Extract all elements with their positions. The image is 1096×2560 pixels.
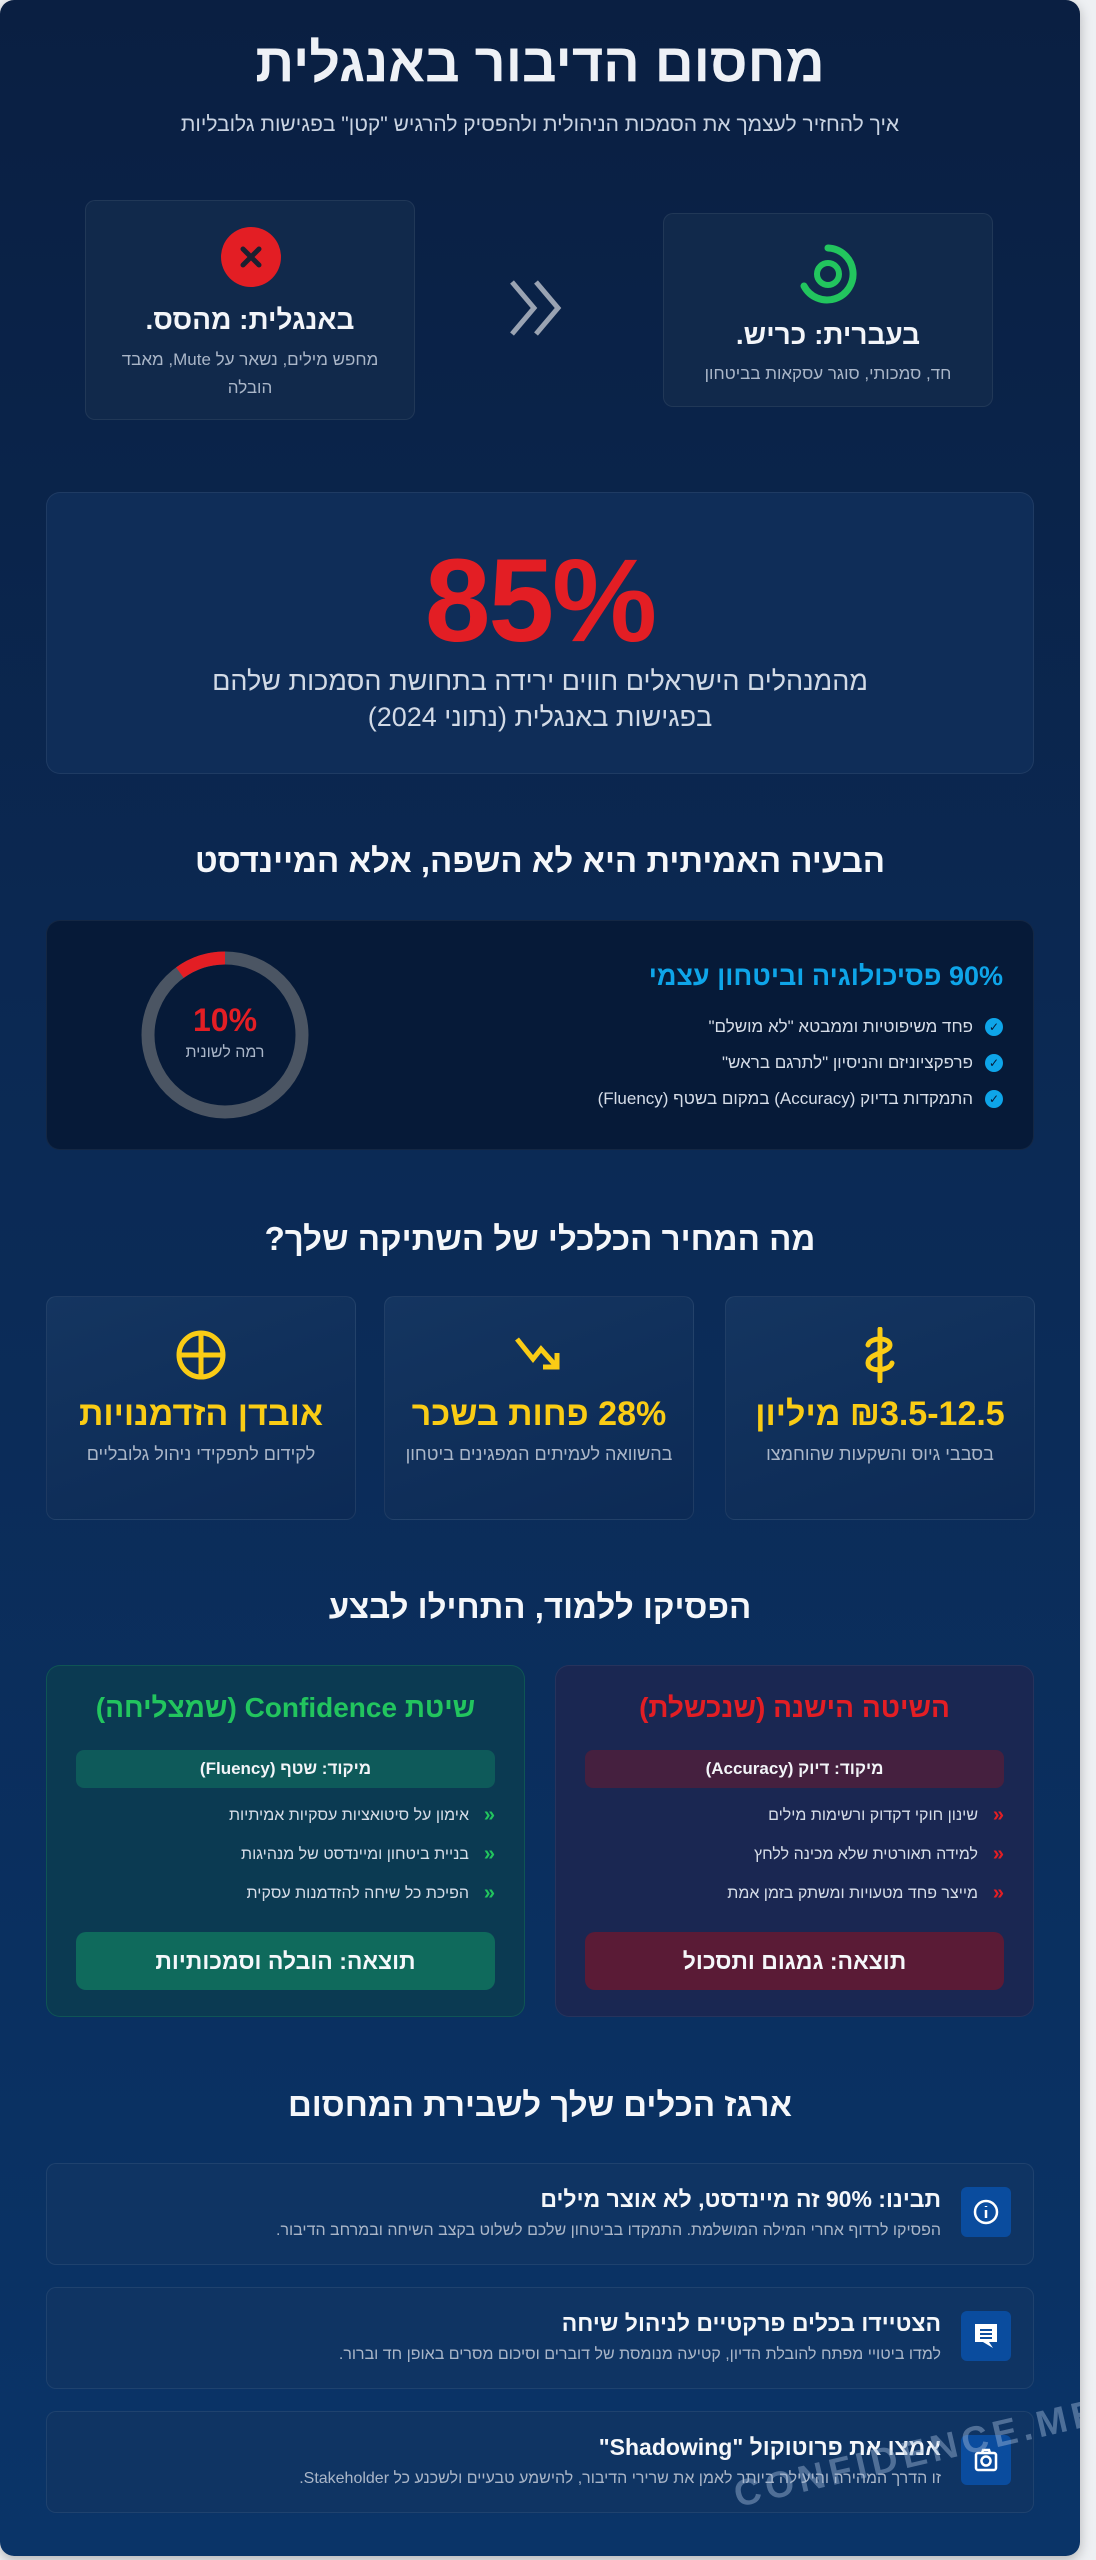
mindset-heading: הבעיה האמיתית היא לא השפה, אלא המיינדסט [194,842,886,879]
list-item: «בניית ביטחון ומיינדסט של מנהיגות [241,1843,495,1865]
pie-chart-icon [47,1327,355,1383]
cost-heading: מה המחיר הכלכלי של השתיקה שלך? [264,1220,816,1257]
check-icon: ✓ [985,1054,1003,1072]
page-subtitle: איך להחזיר לעצמך את הסמכות הניהולית ולהפ… [180,113,900,136]
chevron-icon: « [992,1804,1004,1826]
cost-desc: לקידום לתפקידי ניהול גלובליים [86,1444,316,1464]
page-title: מחסום הדיבור באנגלית [255,33,825,93]
camera-icon [961,2435,1011,2485]
new-method-focus: מיקוד: שטף (Fluency) [76,1750,495,1788]
list-item: «הפיכת כל שיחה להזדמנות עסקית [246,1882,495,1904]
tools-heading: ארגז הכלים שלך לשבירת המחסום [287,2086,793,2123]
stat-value: 85% [424,535,657,667]
tool-title: תבינו: 90% זה מיינדסט, לא אוצר מילים [540,2186,941,2212]
old-method-focus: מיקוד: דיוק (Accuracy) [585,1750,1004,1788]
cost-card: אובדן הזדמנויות לקידום לתפקידי ניהול גלו… [46,1296,356,1520]
list-item: «אימון על סיטואציות עסקיות אמיתיות [228,1804,495,1826]
new-method-list: «אימון על סיטואציות עסקיות אמיתיות «בניי… [76,1796,495,1913]
old-method-list: «שינון חוקי דקדוק ורשימות מילים «למידה ת… [585,1796,1004,1913]
tool-card: הצטיידו בכלים פרקטיים לניהול שיחה למדו ב… [46,2287,1034,2389]
chevron-icon: « [992,1882,1004,1904]
chevron-icon: « [483,1882,495,1904]
old-method-card: השיטה הישנה (שנכשלת) מיקוד: דיוק (Accura… [555,1665,1034,2017]
donut-chart: 10% רמה לשונית [140,950,310,1120]
target-icon [796,242,860,311]
list-item: «למידה תאורטית שלא מכינה ללחץ [754,1843,1004,1865]
list-item: ✓ פרפקציוניזם והניסיון "לתרגם בראש" [598,1045,1003,1081]
check-icon: ✓ [985,1090,1003,1108]
hebrew-desc: חד, סמכותי, סוגר עסקאות בביטחון [704,364,952,383]
cost-card: ₪3.5-12.5 מיליון בסבבי גיוס והשקעות שהוח… [725,1296,1035,1520]
new-method-result: תוצאה: הובלה וסמכותיות [76,1932,495,1990]
cost-desc: בסבבי גיוס והשקעות שהוחמצו [766,1444,994,1464]
list-item: ✓ פחד משיפוטיות וממבטא "לא מושלם" [598,1009,1003,1045]
donut-arc [141,951,309,1119]
donut-value: 10% [192,1002,258,1038]
stat-box: 85% מהמנהלים הישראלים חווים ירידה בתחושת… [46,492,1034,774]
cost-card: 28% פחות בשכר בהשוואה לעמיתים המפגינים ב… [384,1296,694,1520]
tool-title: אמצו את פרוטוקול "Shadowing" [598,2434,941,2460]
mindset-title: 90% פסיכולוגיה וביטחון עצמי [648,961,1003,991]
shekel-icon [726,1327,1034,1383]
cost-value: 28% פחות בשכר [411,1395,667,1433]
list-item: ✓ התמקדות בדיוק (Accuracy) במקום בשטף (Fl… [598,1081,1003,1117]
mindset-list: ✓ פחד משיפוטיות וממבטא "לא מושלם" ✓ פרפקצי… [598,1009,1003,1117]
new-method-card: שיטת Confidence (שמצליחה) מיקוד: שטף (Fl… [46,1665,525,2017]
old-method-result: תוצאה: גמגום ותסכול [585,1932,1004,1990]
english-title: באנגלית: מהסס. [145,304,355,335]
cost-desc: בהשוואה לעמיתים המפגינים ביטחון [405,1444,673,1464]
tool-card: תבינו: 90% זה מיינדסט, לא אוצר מילים הפס… [46,2163,1034,2265]
list-item: «שינון חוקי דקדוק ורשימות מילים [768,1804,1004,1826]
check-icon: ✓ [985,1018,1003,1036]
methods-heading: הפסיקו ללמוד, התחילו לבצע [328,1588,752,1625]
english-card: באנגלית: מהסס. מחפש מילים, נשאר על Mute,… [85,200,415,420]
hebrew-title: בעברית: כריש. [735,319,921,350]
chevron-icon: « [992,1843,1004,1865]
chevron-icon: « [483,1843,495,1865]
hebrew-card: בעברית: כריש. חד, סמכותי, סוגר עסקאות בב… [663,213,993,407]
tool-desc: למדו ביטויי מפתח להובלת הדיון, קטיעה מנו… [338,2346,941,2363]
x-circle-icon [221,227,281,287]
trend-down-icon [385,1327,693,1383]
mindset-card: 90% פסיכולוגיה וביטחון עצמי ✓ פחד משיפוטי… [46,920,1034,1150]
tool-desc: הפסיקו לרדוף אחרי המילה המושלמת. התמקדו … [276,2222,941,2239]
list-item: «מייצר פחד מטעויות ומשתק בזמן אמת [727,1882,1004,1904]
cost-value: אובדן הזדמנויות [78,1395,324,1433]
new-method-title: שיטת Confidence (שמצליחה) [95,1692,476,1723]
old-method-title: השיטה הישנה (שנכשלת) [639,1692,950,1723]
donut-label: רמה לשונית [185,1044,265,1061]
stat-text: מהמנהלים הישראלים חווים ירידה בתחושת הסמ… [212,666,868,732]
info-icon [961,2187,1011,2237]
chat-icon [961,2311,1011,2361]
tool-desc: זו הדרך המהירה והיעילה ביותר לאמן את שרי… [299,2470,941,2487]
tool-card: אמצו את פרוטוקול "Shadowing" זו הדרך המה… [46,2411,1034,2513]
cost-value: ₪3.5-12.5 מיליון [755,1395,1005,1433]
english-desc: מחפש מילים, נשאר על Mute, מאבד הובלה [121,350,379,397]
chevron-icon: « [483,1804,495,1826]
double-chevron-icon [508,278,572,343]
tool-title: הצטיידו בכלים פרקטיים לניהול שיחה [561,2310,941,2336]
